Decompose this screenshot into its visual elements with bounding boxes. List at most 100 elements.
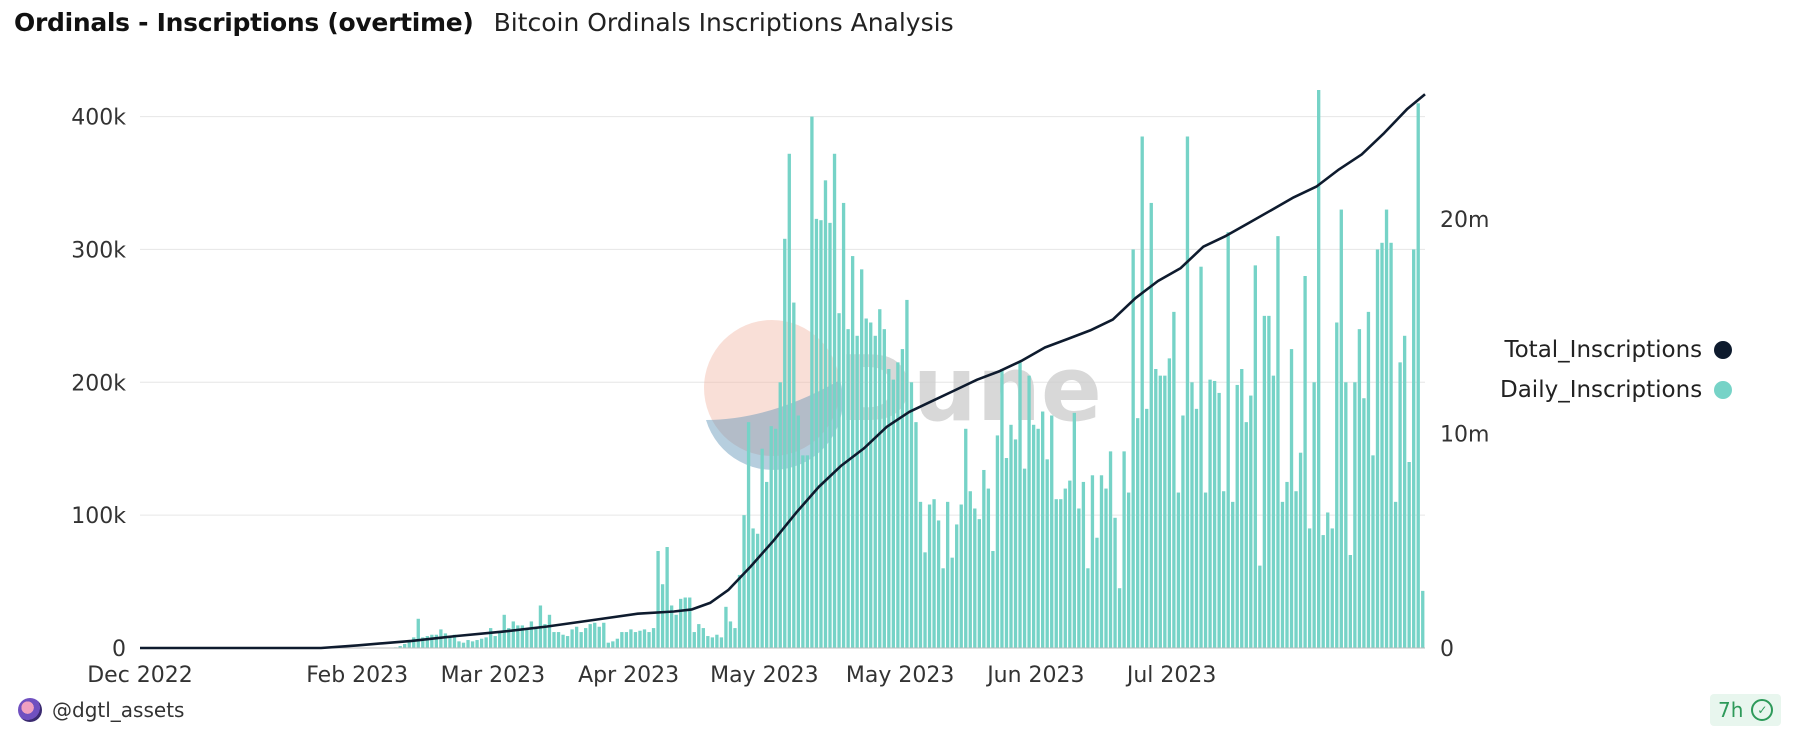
daily-bar	[615, 638, 620, 648]
daily-bar	[1353, 382, 1357, 648]
daily-bar	[421, 637, 425, 648]
daily-bar	[602, 622, 606, 648]
daily-bar	[651, 628, 656, 648]
daily-bar	[896, 362, 900, 648]
daily-bar	[882, 329, 886, 648]
daily-bar	[801, 455, 805, 648]
daily-bar	[479, 638, 484, 648]
daily-bar	[457, 641, 461, 648]
daily-bar	[832, 153, 837, 648]
daily-bar	[746, 422, 751, 648]
daily-bar	[1149, 202, 1153, 648]
daily-bar	[1022, 468, 1027, 648]
daily-bar	[1009, 424, 1013, 648]
daily-bar	[1375, 249, 1380, 648]
daily-bar	[986, 488, 991, 648]
daily-bar	[1244, 422, 1248, 648]
daily-bar	[611, 641, 615, 648]
daily-bar	[525, 629, 529, 648]
daily-bar	[792, 302, 796, 648]
daily-bar	[606, 642, 610, 648]
y-left-tick-label: 300k	[71, 238, 126, 263]
daily-bar	[1131, 249, 1135, 648]
daily-bar	[1294, 491, 1298, 648]
daily-bar	[488, 628, 493, 648]
daily-bar	[715, 634, 719, 648]
daily-bar	[765, 481, 769, 648]
daily-bar	[1421, 590, 1425, 648]
daily-bar	[534, 628, 538, 648]
author-link[interactable]: @dgtl_assets	[18, 698, 184, 722]
daily-bar	[973, 508, 977, 648]
daily-bar	[1081, 481, 1086, 648]
daily-bar	[1018, 362, 1022, 648]
daily-bar	[1362, 398, 1366, 648]
daily-bar	[1004, 458, 1009, 648]
daily-bar	[1068, 480, 1072, 648]
daily-bar	[475, 640, 479, 648]
daily-bar	[1077, 508, 1081, 648]
daily-bar	[936, 520, 941, 648]
daily-bar	[760, 448, 764, 648]
daily-bar	[665, 547, 669, 648]
daily-bar	[855, 335, 859, 648]
daily-bar	[688, 597, 692, 648]
daily-bar	[547, 614, 552, 648]
refresh-age: 7h	[1718, 698, 1744, 722]
daily-bar	[819, 220, 823, 648]
legend-item-total[interactable]: Total_Inscriptions	[1500, 330, 1733, 370]
daily-bar	[425, 636, 429, 648]
daily-bar	[1231, 501, 1235, 648]
daily-bar	[1317, 90, 1321, 648]
daily-bar	[1203, 492, 1208, 648]
daily-bar	[484, 637, 488, 648]
daily-bar	[1407, 462, 1411, 648]
daily-bar	[1348, 555, 1353, 648]
daily-bar	[810, 116, 814, 649]
daily-bar	[1013, 439, 1018, 648]
daily-bar	[1221, 491, 1226, 648]
x-tick-label: Jul 2023	[1125, 663, 1217, 688]
inscriptions-chart: 0 100k 200k 300k 400k 0 10m 20m Dec 2022 Feb 2023…	[71, 90, 1489, 688]
daily-bar	[1000, 369, 1004, 648]
daily-bar	[755, 533, 760, 648]
daily-bar	[828, 222, 832, 648]
daily-bar	[1339, 209, 1343, 649]
daily-bar	[1226, 232, 1230, 648]
daily-bar	[706, 636, 710, 648]
daily-bar	[556, 632, 561, 648]
daily-bar	[751, 528, 755, 648]
daily-bar	[1122, 451, 1126, 648]
daily-bar	[850, 256, 855, 648]
daily-bar	[1190, 382, 1194, 648]
daily-bar	[1280, 501, 1285, 648]
daily-bar	[1194, 408, 1199, 648]
x-tick-label: Feb 2023	[306, 663, 408, 688]
legend-item-daily[interactable]: Daily_Inscriptions	[1500, 370, 1733, 410]
daily-bar	[679, 598, 683, 648]
y-right-tick-label: 10m	[1440, 422, 1489, 447]
daily-bar	[1416, 103, 1420, 649]
chart-title: Ordinals - Inscriptions (overtime)	[14, 8, 474, 37]
daily-bar	[529, 621, 534, 648]
daily-bar	[434, 634, 439, 648]
daily-bar	[1072, 412, 1077, 648]
daily-bar	[1276, 236, 1280, 648]
daily-bar	[1090, 475, 1095, 648]
daily-bar	[574, 626, 579, 648]
daily-bar	[909, 382, 914, 648]
daily-bar	[941, 568, 945, 648]
daily-bar	[1126, 492, 1131, 648]
daily-bar	[1303, 276, 1307, 648]
daily-bar	[1412, 249, 1416, 648]
daily-bar	[1176, 492, 1181, 648]
daily-bar	[878, 309, 882, 648]
refresh-badge[interactable]: 7h ✓	[1710, 694, 1782, 726]
daily-bar	[430, 634, 434, 648]
daily-bar	[769, 426, 773, 648]
y-left-tick-label: 200k	[71, 371, 126, 396]
x-tick-label: May 2023	[710, 663, 818, 688]
daily-bar	[1267, 315, 1271, 648]
daily-bar	[1113, 517, 1117, 648]
y-right-tick-label: 0	[1440, 637, 1454, 662]
